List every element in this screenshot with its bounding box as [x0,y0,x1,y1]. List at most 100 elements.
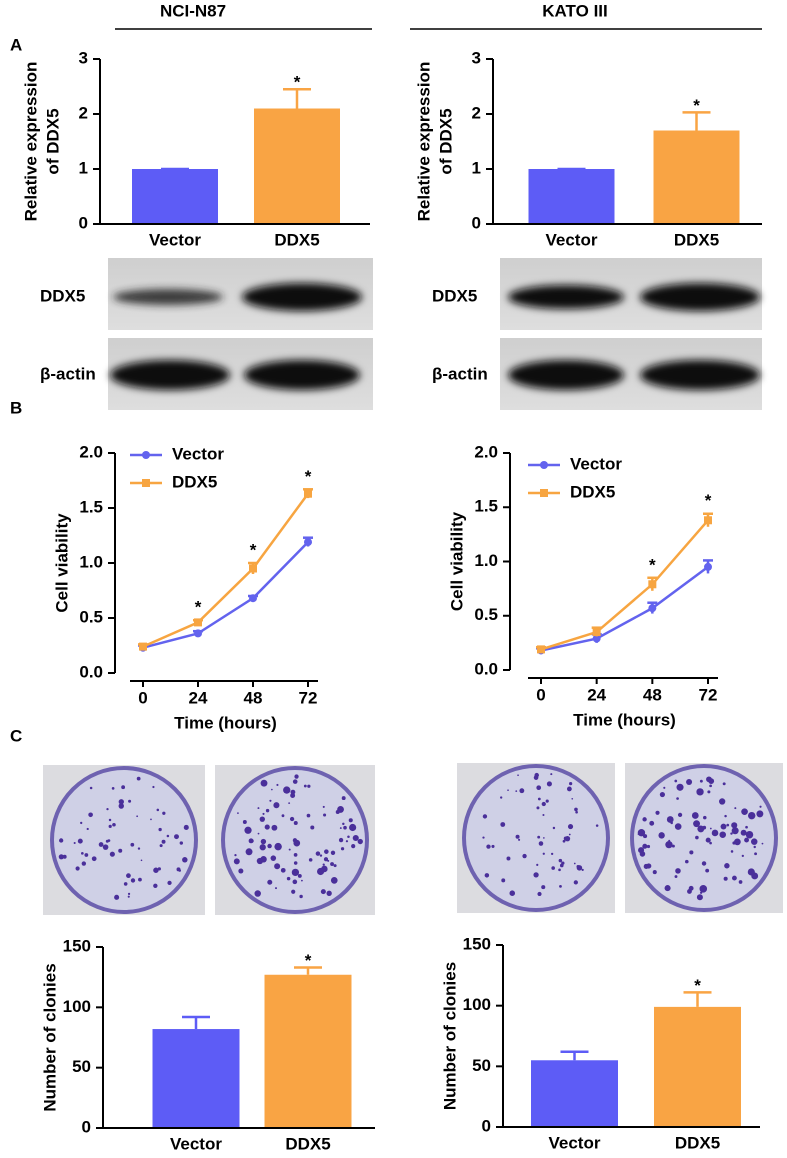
y-tick-label: 1 [79,158,88,177]
colony [274,863,281,870]
colony [720,823,727,830]
colony [118,803,124,809]
colony [91,856,97,862]
colony [552,826,556,830]
colony [283,786,291,794]
error-bar [294,966,322,975]
y-tick-label: 2 [472,103,481,122]
colony [517,774,519,777]
colony [254,890,261,897]
colony [183,824,189,830]
bar [254,108,340,224]
colony [102,844,109,850]
colony [658,832,665,839]
colony [245,848,253,856]
colony [84,853,89,857]
cell-line-header: NCI-N87 [160,1,226,20]
colony [665,840,673,849]
y-tick-label: 0 [482,1116,491,1135]
legend-marker [142,451,150,459]
colony [676,797,679,800]
y-tick-label: 0 [472,213,481,232]
colony [88,812,93,818]
colony [275,887,277,890]
colony [127,895,130,898]
colony [642,817,647,822]
colony [291,889,296,894]
x-tick-label: 72 [299,688,318,707]
colony [308,858,313,862]
colony [741,854,744,857]
colony [352,834,359,842]
colony [293,861,298,865]
blot-label: DDX5 [432,286,477,305]
y-tick-label: 2 [79,103,88,122]
colony [545,799,549,803]
point [592,634,601,643]
significance-mark: * [693,96,700,115]
colony [741,808,748,816]
plate [462,764,610,912]
y-tick-label: 1 [472,158,481,177]
colony [538,841,544,846]
colony [515,834,520,839]
colony [562,839,566,843]
colony [248,838,254,844]
y-tick-label: 0.0 [474,659,498,678]
colony [753,845,756,849]
colony [564,835,571,842]
x-tick-label: DDX5 [274,230,319,249]
point [704,516,712,525]
colony [259,844,266,851]
colony [162,811,166,815]
colony [541,801,546,807]
point [194,618,202,627]
y-tick-label: 1.5 [474,497,498,516]
colony [745,830,754,839]
significance-mark: * [305,951,312,970]
colony [509,890,516,896]
colony [666,816,674,823]
colony [130,878,136,883]
colony [337,806,344,813]
x-tick-label: Vector [170,1134,222,1153]
line [142,541,309,649]
significance-mark: * [694,976,701,995]
colony [136,776,141,781]
line [540,565,709,652]
colony [543,837,545,839]
colony [244,826,252,834]
colony [537,891,542,897]
x-tick-label: Vector [546,230,598,249]
colony [75,866,80,871]
colony [293,820,298,825]
y-tick-label: 0 [82,1117,91,1136]
line [540,519,709,651]
point [249,564,257,573]
colony [276,783,279,787]
colony [484,873,490,878]
y-tick-label: 100 [63,997,91,1016]
colony [500,822,506,827]
point [648,604,657,613]
colony [693,820,701,828]
colony [575,810,578,814]
colony [515,790,518,792]
colony [269,799,272,802]
colony [499,796,503,799]
x-tick-label: 48 [244,688,263,707]
point [249,594,257,603]
colony [703,815,707,820]
colony [518,838,521,841]
colony [708,778,715,785]
colony [136,815,139,818]
colony [256,857,264,865]
colony [731,822,738,829]
colony [542,852,545,855]
colony [482,836,485,839]
colony [111,787,115,790]
y-tick-label: 50 [472,1056,491,1075]
colony [567,824,574,830]
colony [257,807,260,810]
